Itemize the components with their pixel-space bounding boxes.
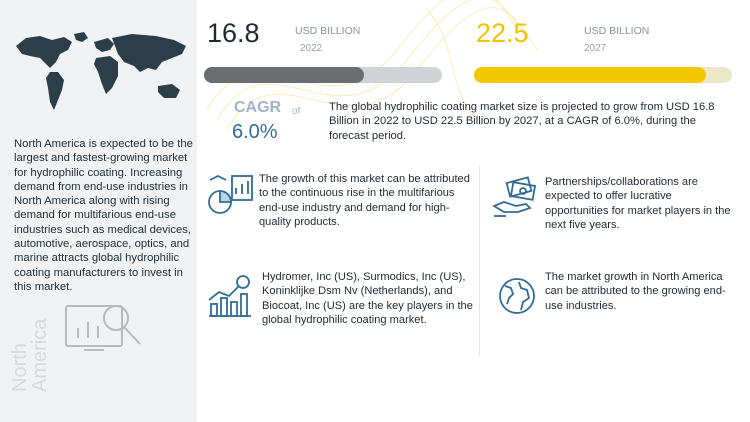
value-2022: 16.8 — [207, 18, 260, 48]
bar-2027 — [474, 67, 706, 83]
point-north-america: The market growth in North America can b… — [545, 271, 726, 312]
bar-track-2027 — [474, 67, 732, 83]
year-label-2027: 2027 — [584, 43, 607, 54]
unit-label-2022: USD BILLION — [295, 25, 361, 37]
cagr-label: CAGR — [234, 99, 282, 116]
point-key-players: Hydromer, Inc (US), Surmodics, Inc (US),… — [262, 271, 473, 326]
left-panel-description: North America is expected to be the larg… — [14, 138, 193, 293]
globe-icon — [499, 278, 535, 314]
region-label: North America — [9, 318, 51, 392]
point-partnerships: Partnerships/collaborations are expected… — [545, 176, 731, 231]
cagr-connector: of — [292, 106, 301, 117]
partnership-money-icon — [492, 176, 537, 217]
year-label-2022: 2022 — [300, 43, 323, 54]
market-summary: The global hydrophilic coating market si… — [329, 101, 715, 142]
value-2027: 22.5 — [476, 18, 529, 48]
cagr-value: 6.0% — [232, 121, 278, 143]
bar-2022 — [204, 67, 364, 83]
column-divider — [479, 166, 480, 356]
world-map-icon — [16, 32, 186, 110]
unit-label-2027: USD BILLION — [584, 25, 650, 37]
key-players-chart-icon — [208, 275, 251, 317]
industry-growth-icon — [208, 174, 253, 214]
point-market-growth: The growth of this market can be attribu… — [259, 173, 470, 228]
analysis-chart-icon — [65, 305, 141, 351]
left-panel: North America is expected to be the larg… — [0, 0, 197, 422]
bar-track-2022 — [204, 67, 442, 83]
